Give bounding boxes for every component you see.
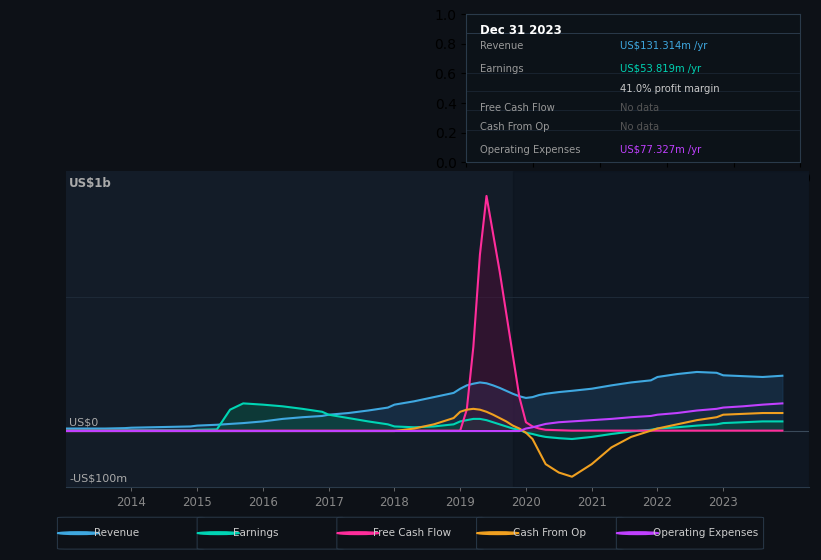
Text: Earnings: Earnings: [479, 64, 523, 74]
Text: Revenue: Revenue: [479, 41, 523, 51]
Circle shape: [617, 532, 658, 534]
Text: US$131.314m /yr: US$131.314m /yr: [620, 41, 708, 51]
FancyBboxPatch shape: [617, 517, 764, 549]
Circle shape: [476, 532, 519, 534]
Text: Earnings: Earnings: [233, 528, 279, 538]
Text: 41.0% profit margin: 41.0% profit margin: [620, 84, 720, 94]
FancyBboxPatch shape: [337, 517, 484, 549]
FancyBboxPatch shape: [57, 517, 204, 549]
Text: Operating Expenses: Operating Expenses: [479, 144, 580, 155]
Bar: [513, 171, 809, 487]
FancyBboxPatch shape: [476, 517, 624, 549]
Text: Cash From Op: Cash From Op: [513, 528, 586, 538]
Text: Dec 31 2023: Dec 31 2023: [479, 25, 562, 38]
Circle shape: [197, 532, 240, 534]
Circle shape: [57, 532, 99, 534]
Text: US$53.819m /yr: US$53.819m /yr: [620, 64, 701, 74]
Text: -US$100m: -US$100m: [69, 474, 127, 484]
Text: No data: No data: [620, 103, 659, 113]
Text: Cash From Op: Cash From Op: [479, 122, 549, 132]
Text: No data: No data: [620, 122, 659, 132]
Text: US$1b: US$1b: [69, 177, 112, 190]
Text: Revenue: Revenue: [94, 528, 139, 538]
Circle shape: [337, 532, 379, 534]
Text: US$0: US$0: [69, 417, 99, 427]
FancyBboxPatch shape: [197, 517, 345, 549]
Text: US$77.327m /yr: US$77.327m /yr: [620, 144, 701, 155]
Text: Free Cash Flow: Free Cash Flow: [373, 528, 452, 538]
Text: Free Cash Flow: Free Cash Flow: [479, 103, 554, 113]
Text: Operating Expenses: Operating Expenses: [653, 528, 758, 538]
